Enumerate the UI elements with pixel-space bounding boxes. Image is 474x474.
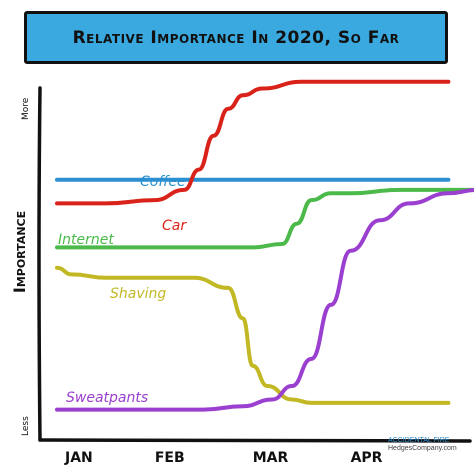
series-line-car bbox=[55, 79, 451, 206]
x-tick-label-jan: JAN bbox=[64, 450, 93, 466]
credit-line-2: HedgesCompany.com bbox=[388, 445, 457, 452]
chart-labels: Coffee Car Internet Shaving Sweatpants bbox=[58, 174, 187, 406]
x-tick-label-apr: APR bbox=[351, 450, 383, 466]
series-label-coffee: Coffee bbox=[140, 174, 186, 190]
chart-series-lines bbox=[55, 79, 474, 412]
chart-axes: More Less Importance JAN FEB MAR APR bbox=[10, 86, 472, 466]
series-label-shaving: Shaving bbox=[110, 286, 166, 302]
series-label-sweatpants: Sweatpants bbox=[66, 390, 148, 406]
series-label-car: Car bbox=[162, 218, 187, 234]
y-axis-top-label: More bbox=[21, 97, 31, 120]
x-tick-label-mar: MAR bbox=[253, 450, 289, 466]
x-axis-line bbox=[38, 438, 472, 443]
y-axis-line bbox=[37, 86, 42, 442]
credit: ACCIDENTAL FIRE HedgesCompany.com bbox=[388, 437, 457, 453]
y-axis-title: Importance bbox=[10, 211, 29, 293]
series-label-internet: Internet bbox=[58, 232, 114, 248]
x-tick-label-feb: FEB bbox=[155, 450, 185, 466]
chart-title-box: Relative Importance In 2020, So Far bbox=[24, 11, 448, 64]
series-line-internet bbox=[55, 187, 474, 250]
series-line-shaving bbox=[55, 265, 451, 405]
credit-line-1: ACCIDENTAL FIRE bbox=[388, 437, 450, 444]
y-axis-bottom-label: Less bbox=[21, 416, 31, 436]
chart-title: Relative Importance In 2020, So Far bbox=[72, 27, 400, 48]
series-line-sweatpants bbox=[55, 188, 474, 412]
